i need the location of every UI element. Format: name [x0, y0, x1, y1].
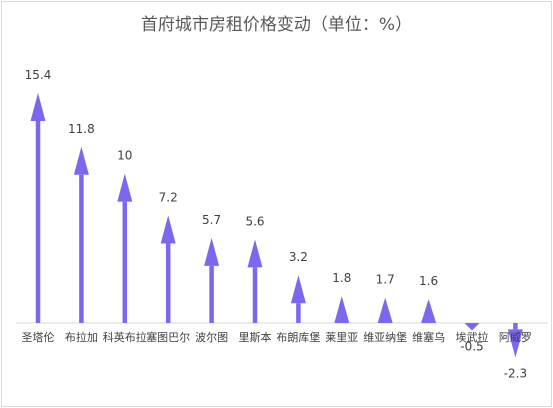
arrow-mark — [377, 297, 393, 323]
arrow-head — [30, 93, 46, 121]
arrow-shaft — [296, 303, 301, 323]
arrow-head — [290, 275, 306, 304]
arrow-head — [204, 237, 220, 266]
arrow-head — [73, 146, 89, 175]
category-label: 莱里亚 — [325, 331, 358, 344]
data-label: 15.4 — [25, 68, 52, 82]
arrow-mark — [421, 299, 437, 323]
arrow-shaft — [35, 121, 41, 323]
arrow-head — [334, 296, 350, 323]
arrow-shaft — [79, 174, 84, 323]
arrow-mark — [334, 296, 350, 323]
arrow-mark — [464, 323, 480, 331]
category-label: 埃武拉 — [456, 330, 489, 344]
arrow-head — [421, 299, 437, 323]
arrow-head — [507, 329, 523, 358]
arrow-shaft — [165, 243, 171, 323]
category-label: 维亚纳堡 — [363, 330, 407, 344]
arrow-head — [377, 297, 393, 323]
arrow-mark — [247, 239, 263, 323]
arrow-shaft — [513, 323, 518, 330]
data-label: 5.7 — [202, 213, 221, 227]
arrow-shaft — [252, 267, 258, 323]
data-label: -0.5 — [460, 339, 483, 353]
category-label: 布拉加 — [65, 330, 98, 344]
data-label: 1.7 — [376, 273, 395, 287]
category-label: 维塞乌 — [412, 330, 445, 344]
data-label: 7.2 — [159, 190, 178, 204]
arrow-mark — [290, 275, 306, 323]
arrow-head — [464, 323, 480, 331]
category-label: 波尔图 — [195, 331, 228, 344]
data-label: 3.2 — [289, 250, 308, 264]
marks-layer — [30, 93, 523, 358]
arrow-shaft — [122, 201, 128, 323]
category-label: 塞图巴尔 — [146, 330, 190, 344]
data-label: -2.3 — [504, 366, 527, 380]
arrow-shaft — [209, 265, 214, 323]
category-label: 布朗库堡 — [276, 330, 320, 344]
data-label: 1.6 — [419, 274, 438, 288]
category-label: 圣塔伦 — [22, 330, 55, 344]
arrow-mark — [204, 237, 220, 323]
arrow-mark — [160, 215, 176, 323]
arrow-head — [117, 173, 133, 202]
data-label: 1.8 — [332, 271, 351, 285]
arrow-mark — [30, 93, 46, 323]
arrow-mark — [73, 146, 89, 323]
arrow-head — [247, 239, 263, 268]
data-label: 5.6 — [245, 214, 264, 228]
arrow-mark — [507, 323, 523, 358]
category-label: 阿威罗 — [499, 331, 532, 344]
data-label: 10 — [117, 149, 132, 163]
arrow-mark — [117, 173, 133, 323]
category-label: 里斯本 — [239, 330, 272, 344]
arrow-head — [160, 215, 176, 244]
data-label: 11.8 — [68, 122, 95, 136]
category-label: 科英布拉 — [103, 330, 147, 344]
chart-title: 首府城市房租价格变动（单位：%） — [140, 15, 413, 35]
labels-layer: 15.4 圣塔伦 11.8 布拉加 10 科英布拉 7.2 塞图巴尔 5.7 波尔图 5.6 里斯本 3… — [22, 68, 532, 380]
